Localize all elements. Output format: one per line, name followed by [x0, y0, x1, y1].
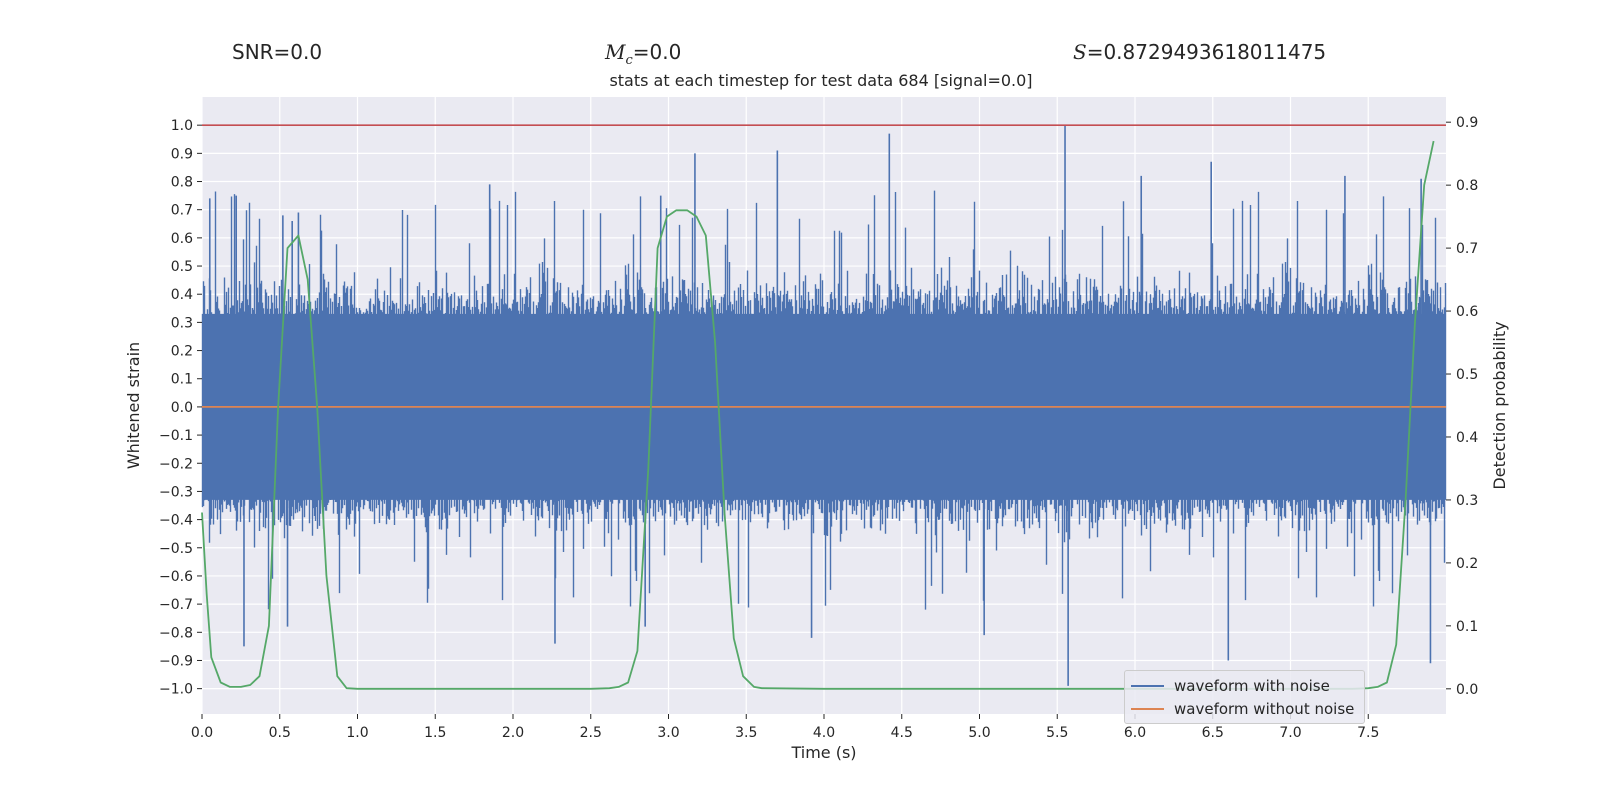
y-tick-label-2: 0.8: [171, 175, 193, 191]
x-tick-label-0: 0.0: [191, 725, 213, 741]
y-tick-label-5: 0.5: [171, 259, 193, 275]
mc-label: Mc=0.0: [605, 40, 681, 68]
x-tick-label-9: 4.5: [891, 725, 913, 741]
y2-tick-label-1: 0.8: [1456, 178, 1478, 194]
legend-label-noise: waveform with noise: [1174, 677, 1330, 695]
x-tick-label-15: 7.5: [1357, 725, 1379, 741]
mc-symbol: M: [605, 40, 626, 64]
x-tick-label-4: 2.0: [502, 725, 524, 741]
x-tick-label-2: 1.0: [346, 725, 368, 741]
x-tick-label-14: 7.0: [1279, 725, 1301, 741]
y-tick-label-13: −0.3: [159, 484, 193, 500]
x-tick-label-11: 5.5: [1046, 725, 1068, 741]
score-value: =0.8729493618011475: [1086, 40, 1327, 64]
y2-tick-label-2: 0.7: [1456, 241, 1478, 257]
y-tick-label-8: 0.2: [171, 344, 193, 360]
y-tick-label-18: −0.8: [159, 625, 193, 641]
legend-swatch-noise: [1131, 685, 1164, 687]
x-tick-label-7: 3.5: [735, 725, 757, 741]
y2-tick-label-9: 0.0: [1456, 682, 1478, 698]
chart-title-wrap: stats at each timestep for test data 684…: [0, 71, 1600, 90]
mc-value: =0.0: [632, 40, 682, 64]
y2-tick-label-5: 0.4: [1456, 430, 1478, 446]
y2-tick-label-7: 0.2: [1456, 556, 1478, 572]
y2-tick-label-0: 0.9: [1456, 115, 1478, 131]
y-tick-label-11: −0.1: [159, 428, 193, 444]
y-tick-label-10: 0.0: [171, 400, 193, 416]
y-tick-label-9: 0.1: [171, 372, 193, 388]
y-tick-label-19: −0.9: [159, 653, 193, 669]
y-axis-label: Whitened strain: [124, 342, 143, 469]
x-tick-label-13: 6.5: [1202, 725, 1224, 741]
y2-axis-label: Detection probability: [1490, 321, 1509, 489]
legend-item-clean: waveform without noise: [1131, 699, 1354, 719]
y-tick-label-1: 0.9: [171, 146, 193, 162]
x-tick-label-5: 2.5: [580, 725, 602, 741]
y-tick-label-6: 0.4: [171, 287, 193, 303]
y-tick-label-17: −0.7: [159, 597, 193, 613]
y2-tick-label-4: 0.5: [1456, 367, 1478, 383]
x-tick-label-12: 6.0: [1124, 725, 1146, 741]
y-tick-label-15: −0.5: [159, 541, 193, 557]
score-label: S=0.8729493618011475: [1073, 40, 1326, 64]
x-tick-label-8: 4.0: [813, 725, 835, 741]
y-tick-label-3: 0.7: [171, 203, 193, 219]
y-tick-label-12: −0.2: [159, 456, 193, 472]
legend: waveform with noise waveform without noi…: [1124, 670, 1365, 724]
y2-tick-label-6: 0.3: [1456, 493, 1478, 509]
y-tick-label-0: 1.0: [171, 118, 193, 134]
legend-item-noise: waveform with noise: [1131, 676, 1330, 696]
mc-subscript: c: [625, 53, 633, 68]
x-tick-label-10: 5.0: [968, 725, 990, 741]
x-axis-label: Time (s): [790, 743, 856, 762]
y-tick-label-14: −0.4: [159, 513, 193, 529]
x-tick-label-1: 0.5: [269, 725, 291, 741]
legend-swatch-clean: [1131, 708, 1164, 710]
y-tick-label-20: −1.0: [159, 682, 193, 698]
y-tick-label-7: 0.3: [171, 315, 193, 331]
score-symbol: S: [1073, 40, 1087, 64]
y-tick-label-16: −0.6: [159, 569, 193, 585]
x-tick-label-3: 1.5: [424, 725, 446, 741]
chart-title: stats at each timestep for test data 684…: [609, 71, 1033, 90]
y-tick-label-4: 0.6: [171, 231, 193, 247]
snr-label: SNR=0.0: [232, 40, 323, 64]
y2-tick-label-8: 0.1: [1456, 619, 1478, 635]
legend-label-clean: waveform without noise: [1174, 700, 1355, 718]
y2-tick-label-3: 0.6: [1456, 304, 1478, 320]
x-tick-label-6: 3.0: [657, 725, 679, 741]
